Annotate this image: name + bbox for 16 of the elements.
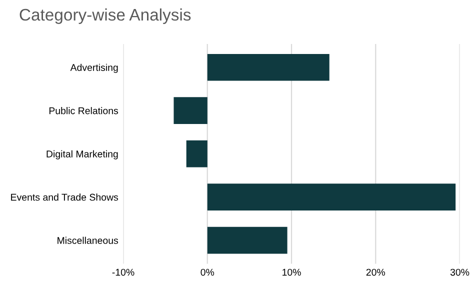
- x-tick-label: 30%: [450, 268, 470, 276]
- bar: [207, 184, 456, 210]
- x-tick-label: 10%: [282, 268, 301, 276]
- x-tick-label: 20%: [366, 268, 386, 276]
- y-tick-label: Public Relations: [49, 107, 118, 114]
- bar: [207, 54, 330, 81]
- chart-title: Category-wise Analysis: [20, 8, 191, 24]
- y-tick-label: Miscellaneous: [58, 236, 118, 244]
- bar: [174, 97, 208, 124]
- y-tick-label: Advertising: [70, 64, 118, 73]
- x-tick-label: 0%: [200, 268, 214, 276]
- bar: [186, 140, 208, 168]
- bar: [207, 226, 288, 254]
- x-tick-label: -10%: [112, 268, 134, 276]
- y-tick-label: Events and Trade Shows: [11, 194, 118, 201]
- y-tick-label: Digital Marketing: [46, 150, 118, 160]
